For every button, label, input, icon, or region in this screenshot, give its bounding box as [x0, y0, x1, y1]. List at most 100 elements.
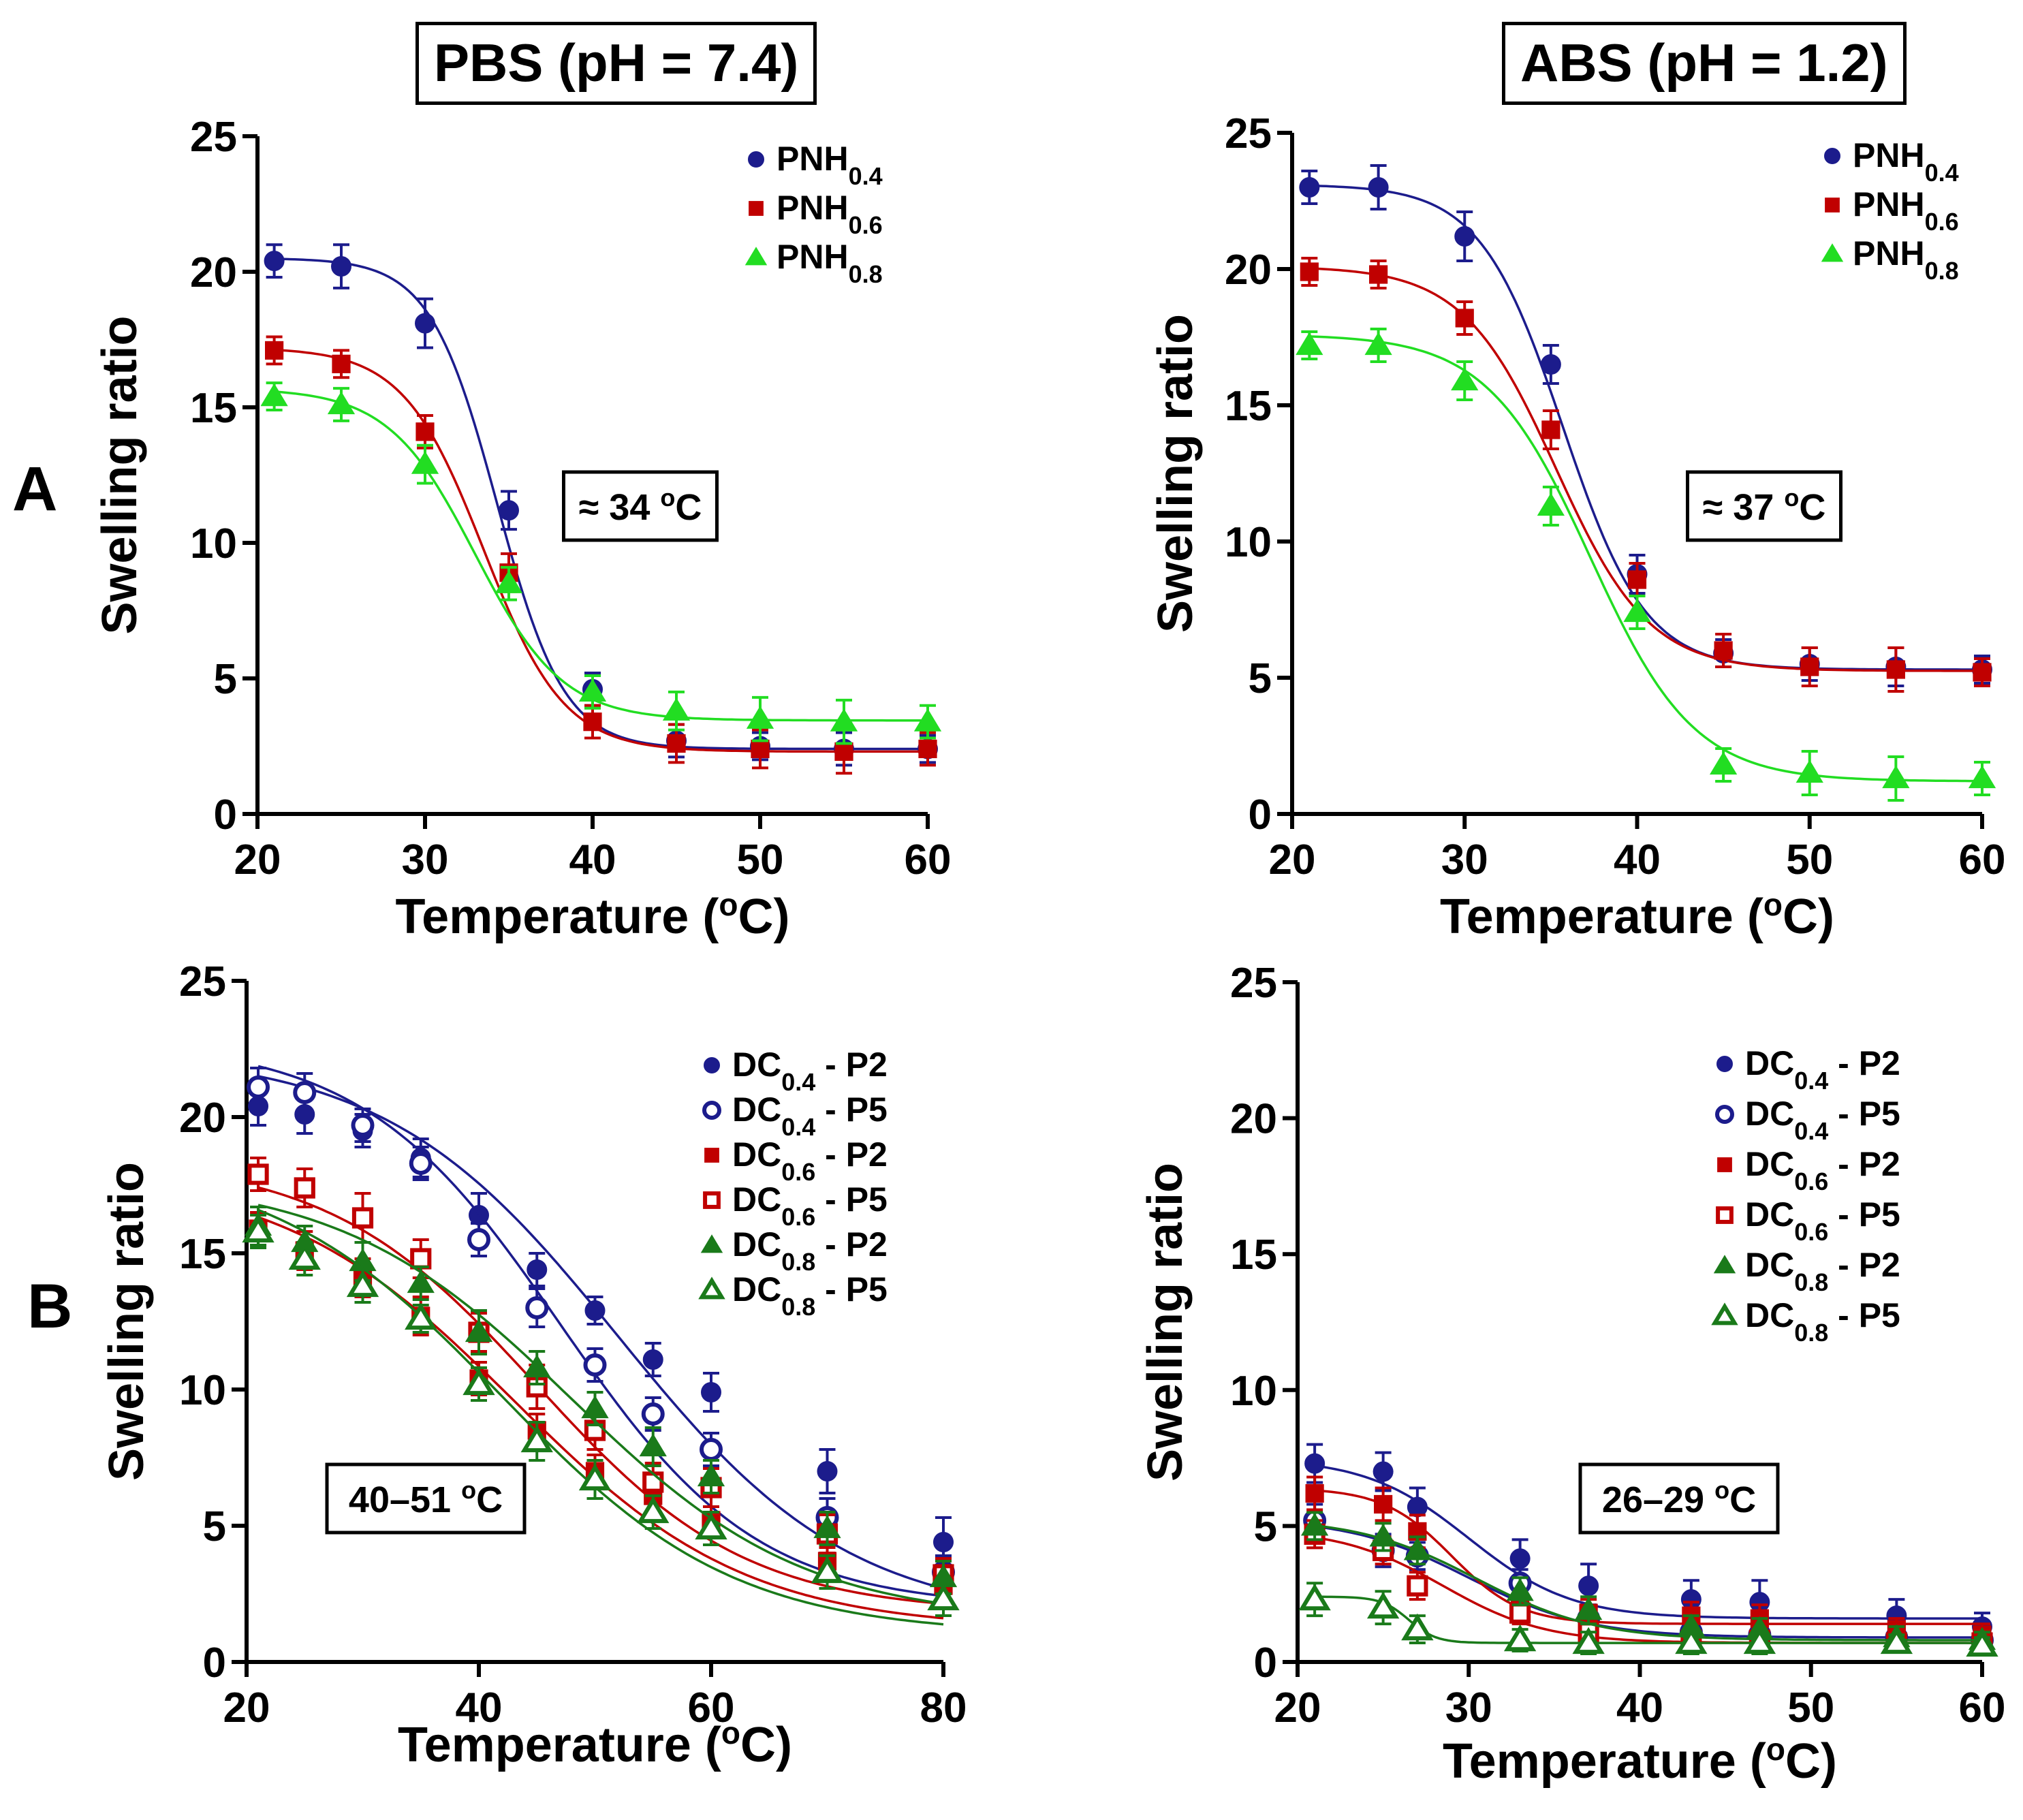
y-tick-label: 25: [1230, 960, 1277, 1007]
data-point: [813, 1515, 841, 1539]
data-point: [584, 1300, 606, 1321]
data-point: [700, 1438, 723, 1461]
data-point: [1296, 332, 1323, 356]
legend-label: DC0.4 - P2: [1745, 1044, 1900, 1095]
data-point: [1540, 354, 1561, 375]
y-tick-label: 20: [1225, 247, 1272, 294]
data-point: [642, 1471, 664, 1493]
data-point: [834, 742, 853, 762]
y-tick-label: 0: [214, 791, 237, 838]
panel-a-abs: 0 5 10 15 20 25 20 30 40 50 60 Temperature (oC) Swel…: [1148, 110, 2005, 944]
data-point: [247, 1163, 269, 1185]
data-point: [1886, 660, 1905, 679]
data-point: [527, 1259, 548, 1280]
row-label-a: A: [12, 454, 58, 524]
data-point: [1882, 765, 1910, 789]
data-point: [662, 697, 691, 721]
legend-marker: [702, 1101, 721, 1120]
legend-marker: [1713, 1255, 1736, 1274]
data-point: [1503, 1624, 1537, 1652]
data-point: [695, 1512, 727, 1540]
fit-curve: [1309, 335, 1983, 783]
data-point: [467, 1228, 490, 1251]
data-point: [667, 734, 686, 753]
x-tick-label: 60: [1959, 1684, 2006, 1731]
data-point: [830, 708, 858, 732]
data-point: [1298, 1583, 1331, 1611]
legend-label: PNH0.4: [1853, 136, 1959, 187]
data-point: [1743, 1627, 1776, 1654]
data-point: [1403, 1537, 1432, 1560]
data-point: [1578, 1575, 1599, 1597]
data-point: [1623, 599, 1651, 623]
data-point: [637, 1496, 670, 1524]
annotation-text: 40–51 oC: [349, 1476, 503, 1521]
legend-marker: [704, 1148, 719, 1163]
panel-b-pbs: 0 5 10 15 20 25 20 40 60 80 Temperature (oC) Swelli…: [99, 958, 967, 1772]
data-point: [583, 1353, 607, 1377]
data-point: [288, 1242, 321, 1270]
data-point: [1537, 492, 1565, 516]
y-tick-label: 5: [1254, 1503, 1277, 1550]
legend-label: PNH0.8: [777, 238, 883, 288]
y-tick-label: 20: [179, 1095, 226, 1142]
legend-label: PNH0.6: [777, 189, 883, 239]
data-point: [1373, 1461, 1394, 1482]
y-tick-label: 0: [1249, 791, 1272, 838]
data-point: [294, 1177, 315, 1199]
x-tick-label: 20: [234, 836, 281, 883]
data-point: [346, 1270, 379, 1298]
data-point: [462, 1368, 495, 1396]
x-tick-label: 50: [1787, 1684, 1834, 1731]
x-tick-label: 20: [1274, 1684, 1321, 1731]
x-tick-label: 20: [223, 1684, 270, 1731]
x-tick-label: 30: [1441, 836, 1488, 883]
x-axis-label: Temperature (oC): [1443, 1731, 1837, 1789]
x-tick-label: 40: [569, 836, 616, 883]
legend-marker: [1715, 1105, 1734, 1124]
fit-curve: [257, 1208, 944, 1626]
legend-label: DC0.8 - P5: [732, 1270, 888, 1321]
data-point: [1300, 1512, 1329, 1536]
y-tick-label: 15: [1230, 1231, 1277, 1278]
y-tick-label: 15: [190, 385, 237, 432]
data-point: [1454, 226, 1475, 247]
y-axis-label: Swelling ratio: [1148, 314, 1203, 633]
y-tick-label: 25: [1225, 110, 1272, 157]
data-point: [523, 1354, 551, 1378]
legend-label: DC0.8 - P2: [1745, 1246, 1900, 1296]
pbs-header: PBS (pH = 7.4): [415, 22, 817, 105]
data-point: [407, 1270, 435, 1293]
data-point: [409, 1152, 433, 1175]
legend-marker: [1824, 148, 1840, 164]
data-point: [1364, 332, 1392, 356]
data-point: [933, 1532, 954, 1552]
legend-label: DC0.4 - P5: [732, 1091, 888, 1141]
data-point: [578, 1463, 612, 1491]
y-tick-label: 10: [179, 1367, 226, 1414]
series-dc0-8-p5: DC0.8 - P5: [1298, 1296, 1998, 1657]
data-point: [918, 739, 937, 759]
legend-label: PNH0.8: [1853, 234, 1959, 285]
y-axis-label: Swelling ratio: [93, 315, 147, 634]
data-point: [405, 1302, 437, 1330]
data-point: [1369, 265, 1388, 284]
data-point: [639, 1433, 667, 1457]
data-point: [697, 1463, 725, 1487]
data-point: [1714, 641, 1733, 660]
y-axis-label: Swelling ratio: [1138, 1163, 1193, 1481]
data-point: [927, 1583, 960, 1611]
data-point: [1374, 1494, 1393, 1514]
y-tick-label: 25: [179, 958, 226, 1005]
y-tick-label: 5: [214, 656, 237, 703]
series-pnh0-8: PNH0.8: [1296, 234, 1996, 802]
data-point: [1795, 759, 1823, 783]
legend-label: DC0.6 - P2: [732, 1135, 888, 1186]
data-point: [327, 391, 356, 415]
data-point: [1966, 1629, 1998, 1657]
x-tick-label: 60: [688, 1684, 735, 1731]
data-point: [1880, 1627, 1913, 1654]
x-axis-label: Temperature (oC): [396, 887, 790, 944]
data-point: [913, 708, 942, 732]
